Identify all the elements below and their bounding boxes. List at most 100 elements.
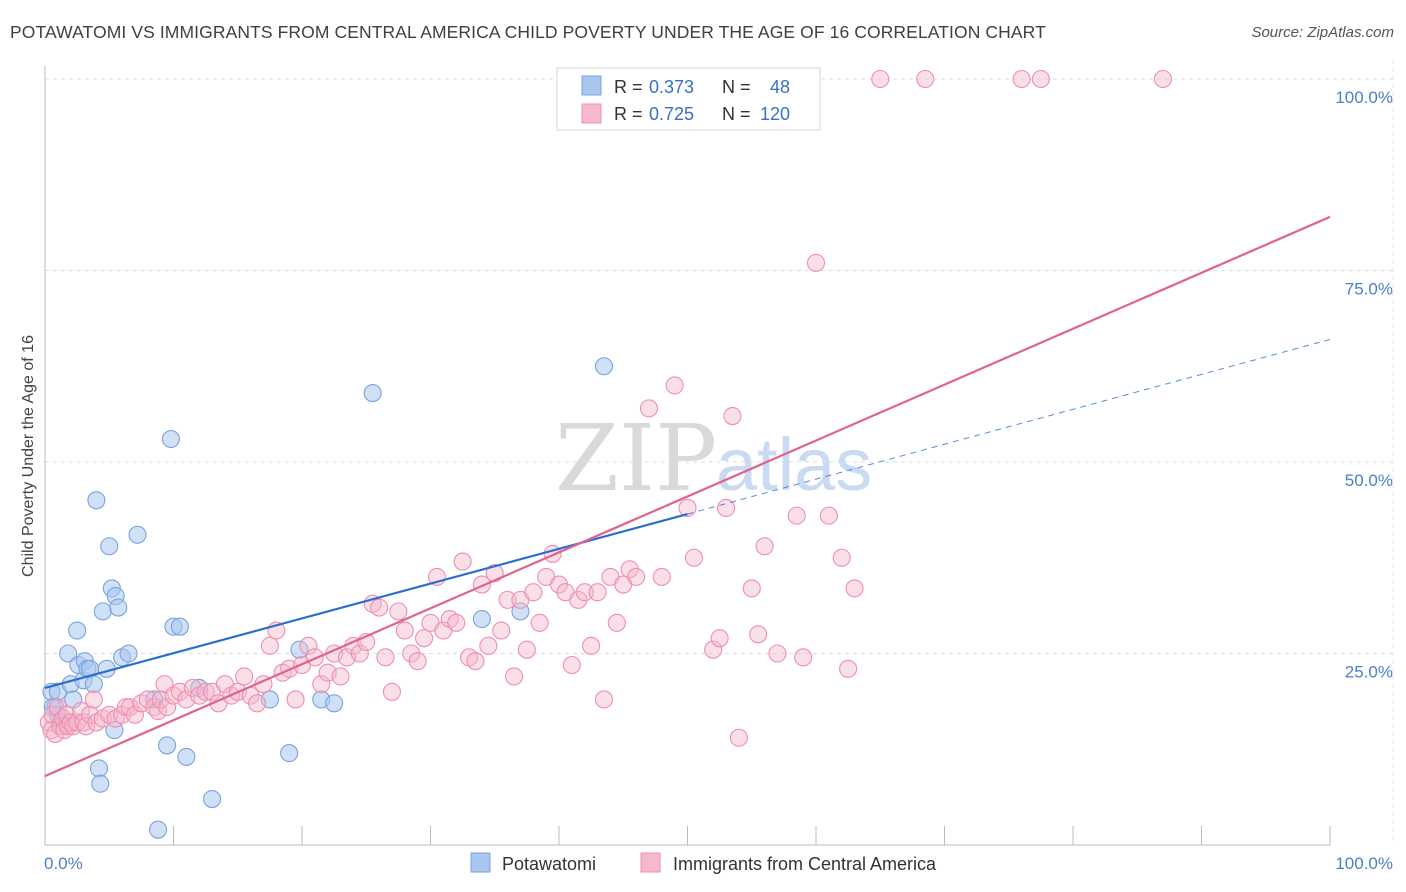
y-tick-labels: 25.0% 50.0% 75.0% 100.0%	[1335, 88, 1393, 682]
central-america-point	[479, 636, 498, 655]
central-america-point	[447, 613, 466, 632]
potawatomi-point	[59, 644, 78, 663]
central-america-point	[504, 667, 524, 686]
central-america-point	[678, 498, 697, 518]
stats-legend-r-value-blue: 0.373	[649, 77, 694, 97]
central-america-point	[594, 690, 614, 709]
central-america-point	[665, 376, 684, 395]
potawatomi-point	[203, 789, 222, 809]
central-america-point	[524, 583, 543, 602]
central-america-point	[517, 640, 536, 659]
potawatomi-point	[119, 644, 138, 663]
central-america-point	[530, 613, 549, 632]
central-america-point	[408, 652, 427, 671]
stats-legend-swatch-pink	[581, 103, 602, 124]
central-america-point	[620, 560, 639, 579]
central-america-point	[350, 644, 369, 663]
potawatomi-point	[93, 602, 112, 621]
y-tick-label: 75.0%	[1345, 280, 1393, 299]
potawatomi-point	[472, 609, 491, 629]
central-america-point	[755, 537, 774, 556]
central-america-point	[402, 644, 421, 663]
central-america-point	[389, 602, 408, 621]
central-america-point	[749, 625, 768, 644]
central-america-point	[138, 690, 157, 709]
central-america-point	[607, 613, 626, 632]
stats-legend-r-label-blue: R =	[614, 77, 643, 97]
central-america-point	[286, 690, 305, 709]
series-legend: Potawatomi Immigrants from Central Ameri…	[470, 852, 937, 874]
potawatomi-point	[84, 675, 103, 694]
central-america-point	[247, 694, 267, 713]
central-america-point	[832, 548, 851, 567]
stats-legend-r-value-pink: 0.725	[649, 104, 694, 124]
central-america-point	[299, 636, 318, 655]
central-america-point	[235, 667, 254, 686]
stats-legend-r-label-pink: R =	[614, 104, 643, 124]
trend-lines	[44, 215, 1331, 778]
central-america-point	[196, 682, 215, 701]
central-america-point	[77, 717, 96, 736]
x-tick-label-max: 100.0%	[1335, 854, 1393, 873]
central-america-point	[1012, 69, 1031, 89]
central-america-trend-line	[44, 215, 1331, 778]
stats-legend-n-label-blue: N =	[722, 77, 751, 97]
potawatomi-point	[87, 491, 106, 510]
potawatomi-point	[91, 774, 110, 793]
central-america-point	[453, 552, 472, 571]
central-america-point	[787, 506, 806, 525]
central-america-point	[723, 406, 742, 426]
potawatomi-points	[42, 357, 614, 839]
y-axis-label: Child Poverty Under the Age of 16	[20, 335, 37, 577]
central-america-point	[415, 629, 434, 648]
potawatomi-point	[177, 747, 196, 766]
legend-label-potawatomi: Potawatomi	[502, 854, 596, 874]
legend-swatch-potawatomi	[470, 852, 491, 873]
y-tick-label: 50.0%	[1345, 471, 1393, 490]
central-america-point	[1153, 69, 1172, 89]
potawatomi-point	[290, 640, 309, 659]
stats-legend-swatch-blue	[581, 75, 602, 96]
stats-legend-n-value-pink: 120	[760, 104, 790, 124]
central-america-point	[575, 583, 594, 602]
central-america-point	[871, 69, 890, 89]
central-america-point	[729, 728, 748, 747]
potawatomi-point	[68, 621, 87, 640]
chart-title: POTAWATOMI VS IMMIGRANTS FROM CENTRAL AM…	[10, 22, 1046, 42]
central-america-point	[794, 648, 813, 667]
central-america-point	[768, 644, 787, 663]
potawatomi-point	[43, 698, 62, 717]
central-america-points	[39, 69, 1172, 747]
legend-label-central-america: Immigrants from Central America	[673, 854, 937, 874]
central-america-point	[652, 567, 671, 586]
central-america-point	[704, 640, 723, 659]
potawatomi-point	[161, 429, 180, 449]
central-america-point	[395, 621, 414, 640]
central-america-point	[498, 590, 517, 609]
central-america-point	[260, 636, 279, 655]
potawatomi-point	[363, 384, 382, 403]
watermark-atlas: atlas	[716, 423, 872, 506]
central-america-point	[716, 498, 736, 518]
central-america-point	[742, 579, 761, 598]
central-america-point	[158, 698, 177, 717]
watermark-zip: ZIP	[555, 405, 717, 512]
potawatomi-point	[594, 357, 614, 376]
potawatomi-point	[128, 525, 147, 544]
central-america-point	[492, 621, 511, 640]
central-america-point	[376, 648, 395, 667]
central-america-point	[466, 652, 485, 671]
central-america-point	[312, 675, 331, 694]
potawatomi-point	[100, 537, 119, 556]
central-america-point	[627, 567, 646, 586]
grid-lines	[45, 60, 1394, 845]
central-america-point	[84, 690, 103, 709]
potawatomi-trend-extension	[687, 338, 1331, 515]
y-tick-label: 25.0%	[1345, 663, 1393, 682]
central-america-point	[582, 636, 601, 655]
central-america-point	[569, 590, 588, 609]
central-america-point	[149, 701, 168, 721]
source-label: Source: ZipAtlas.com	[1251, 24, 1394, 41]
potawatomi-point	[325, 694, 344, 713]
